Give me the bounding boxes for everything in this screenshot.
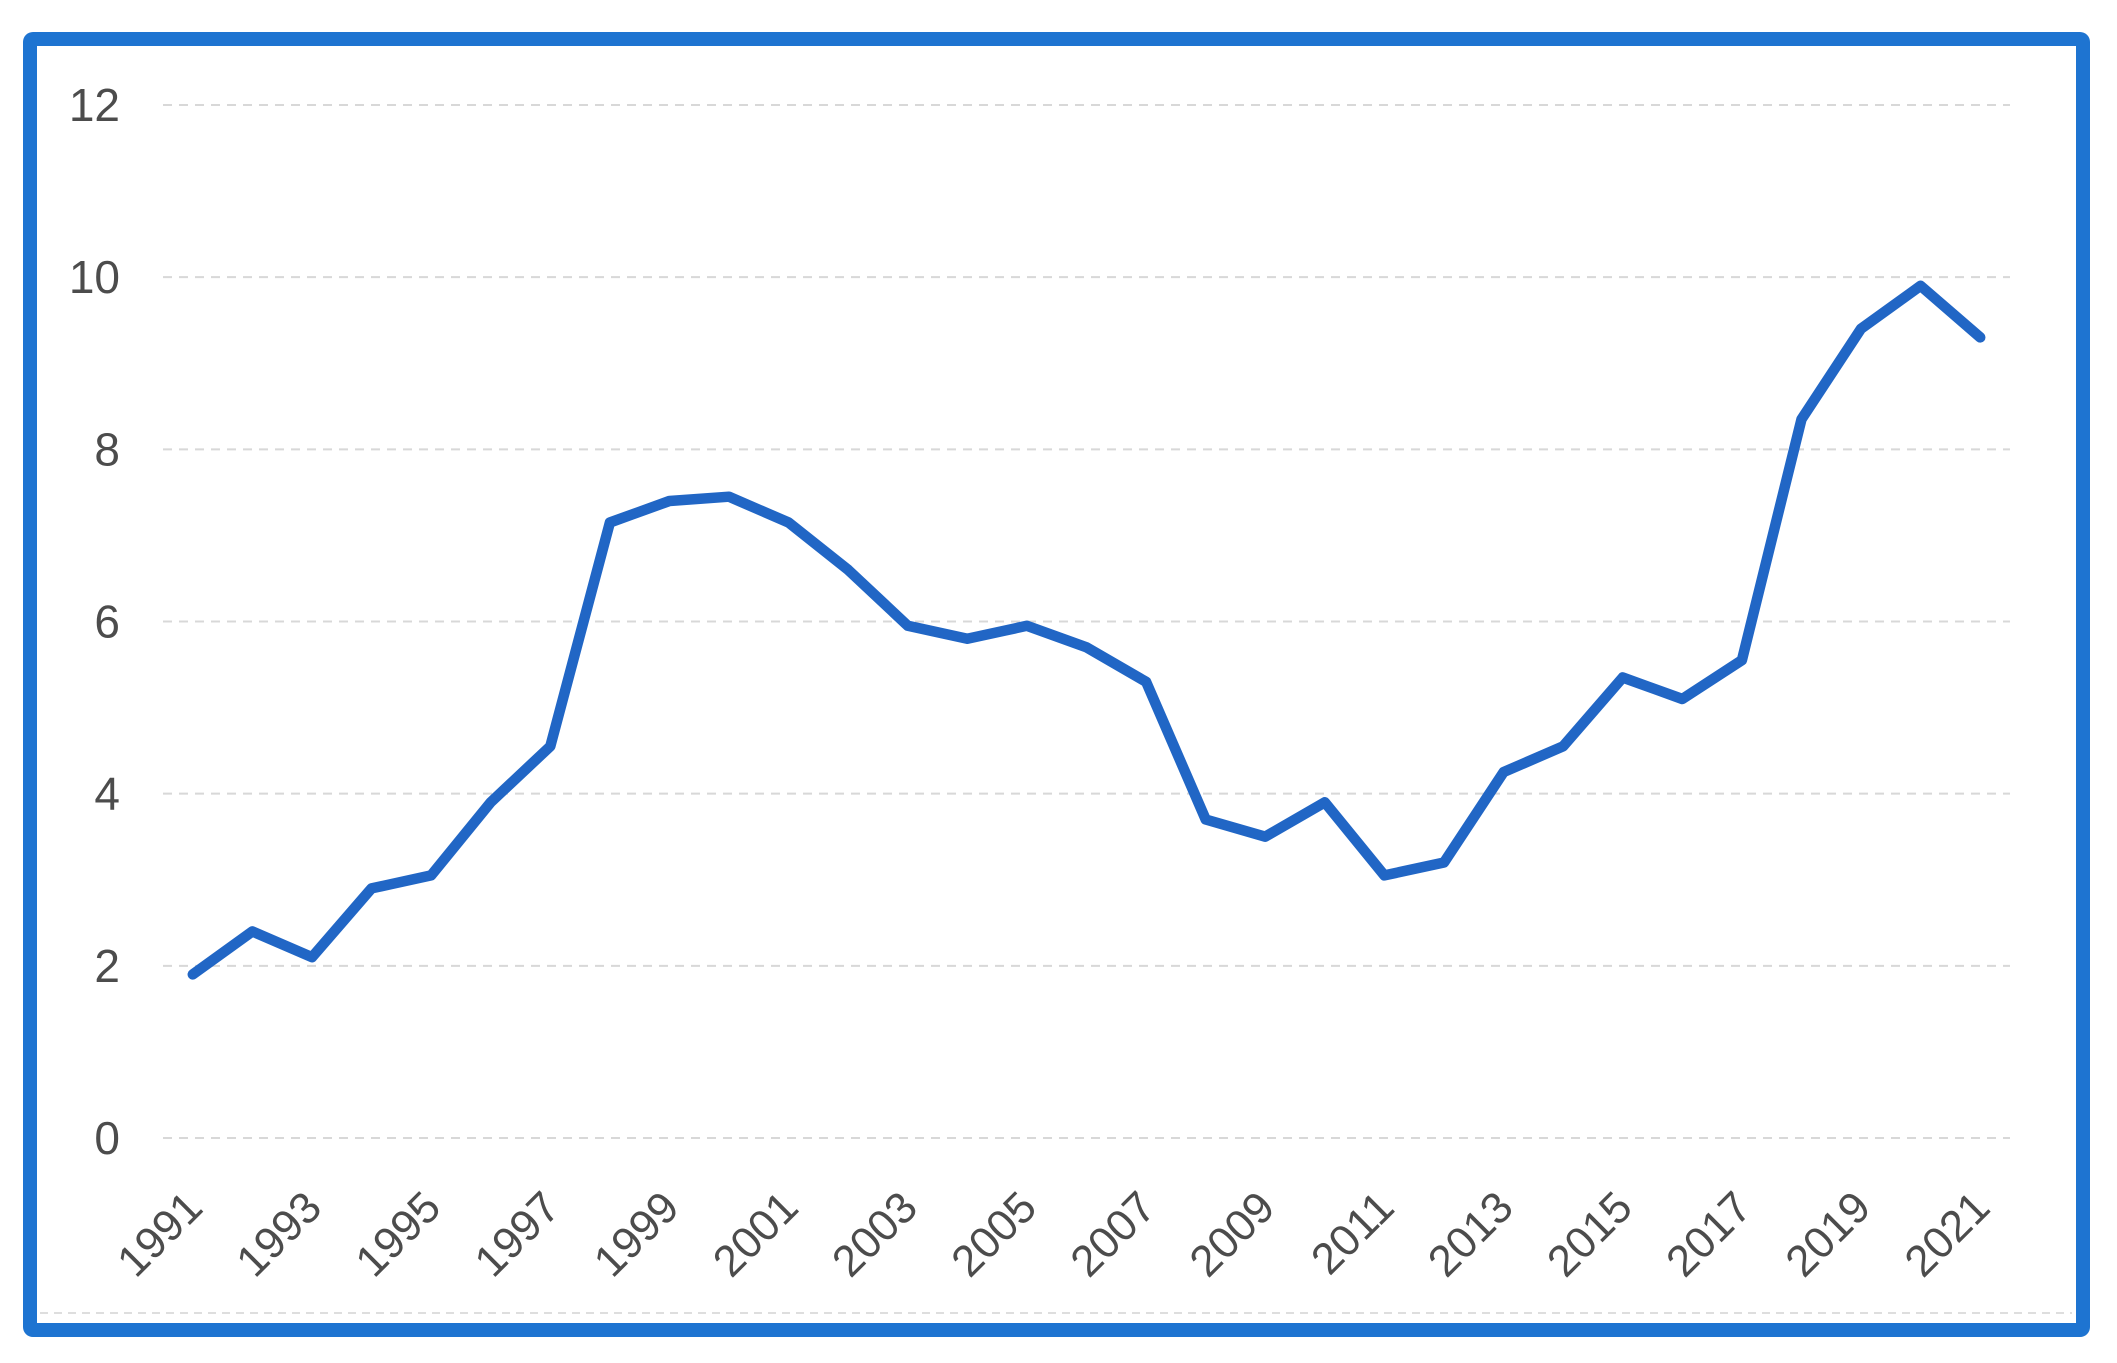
x-axis-label-2009: 2009 (1180, 1182, 1284, 1286)
y-axis-label-4: 4 (94, 768, 120, 820)
x-axis-label-1999: 1999 (585, 1182, 689, 1286)
x-axis-label-1995: 1995 (346, 1182, 450, 1286)
y-axis-label-12: 12 (69, 79, 120, 131)
chart-frame (23, 32, 2090, 1337)
x-axis-label-2005: 2005 (942, 1182, 1046, 1286)
x-axis-label-2015: 2015 (1538, 1182, 1642, 1286)
x-axis-label-2021: 2021 (1895, 1182, 1999, 1286)
y-axis-label-8: 8 (94, 423, 120, 475)
y-axis-label-10: 10 (69, 251, 120, 303)
x-axis-label-1993: 1993 (227, 1182, 331, 1286)
x-axis-label-1991: 1991 (108, 1182, 212, 1286)
y-axis-label-2: 2 (94, 940, 120, 992)
y-axis-label-0: 0 (94, 1112, 120, 1164)
x-axis-label-1997: 1997 (465, 1182, 569, 1286)
x-axis-label-2017: 2017 (1657, 1182, 1761, 1286)
x-axis-label-2019: 2019 (1776, 1182, 1880, 1286)
x-axis-label-2001: 2001 (704, 1182, 808, 1286)
y-axis-label-6: 6 (94, 596, 120, 648)
x-axis-label-2013: 2013 (1419, 1182, 1523, 1286)
x-axis-label-2007: 2007 (1061, 1182, 1165, 1286)
x-axis-label-2011: 2011 (1302, 1182, 1404, 1284)
data-line-series (187, 280, 1986, 980)
x-axis-label-2003: 2003 (823, 1182, 927, 1286)
